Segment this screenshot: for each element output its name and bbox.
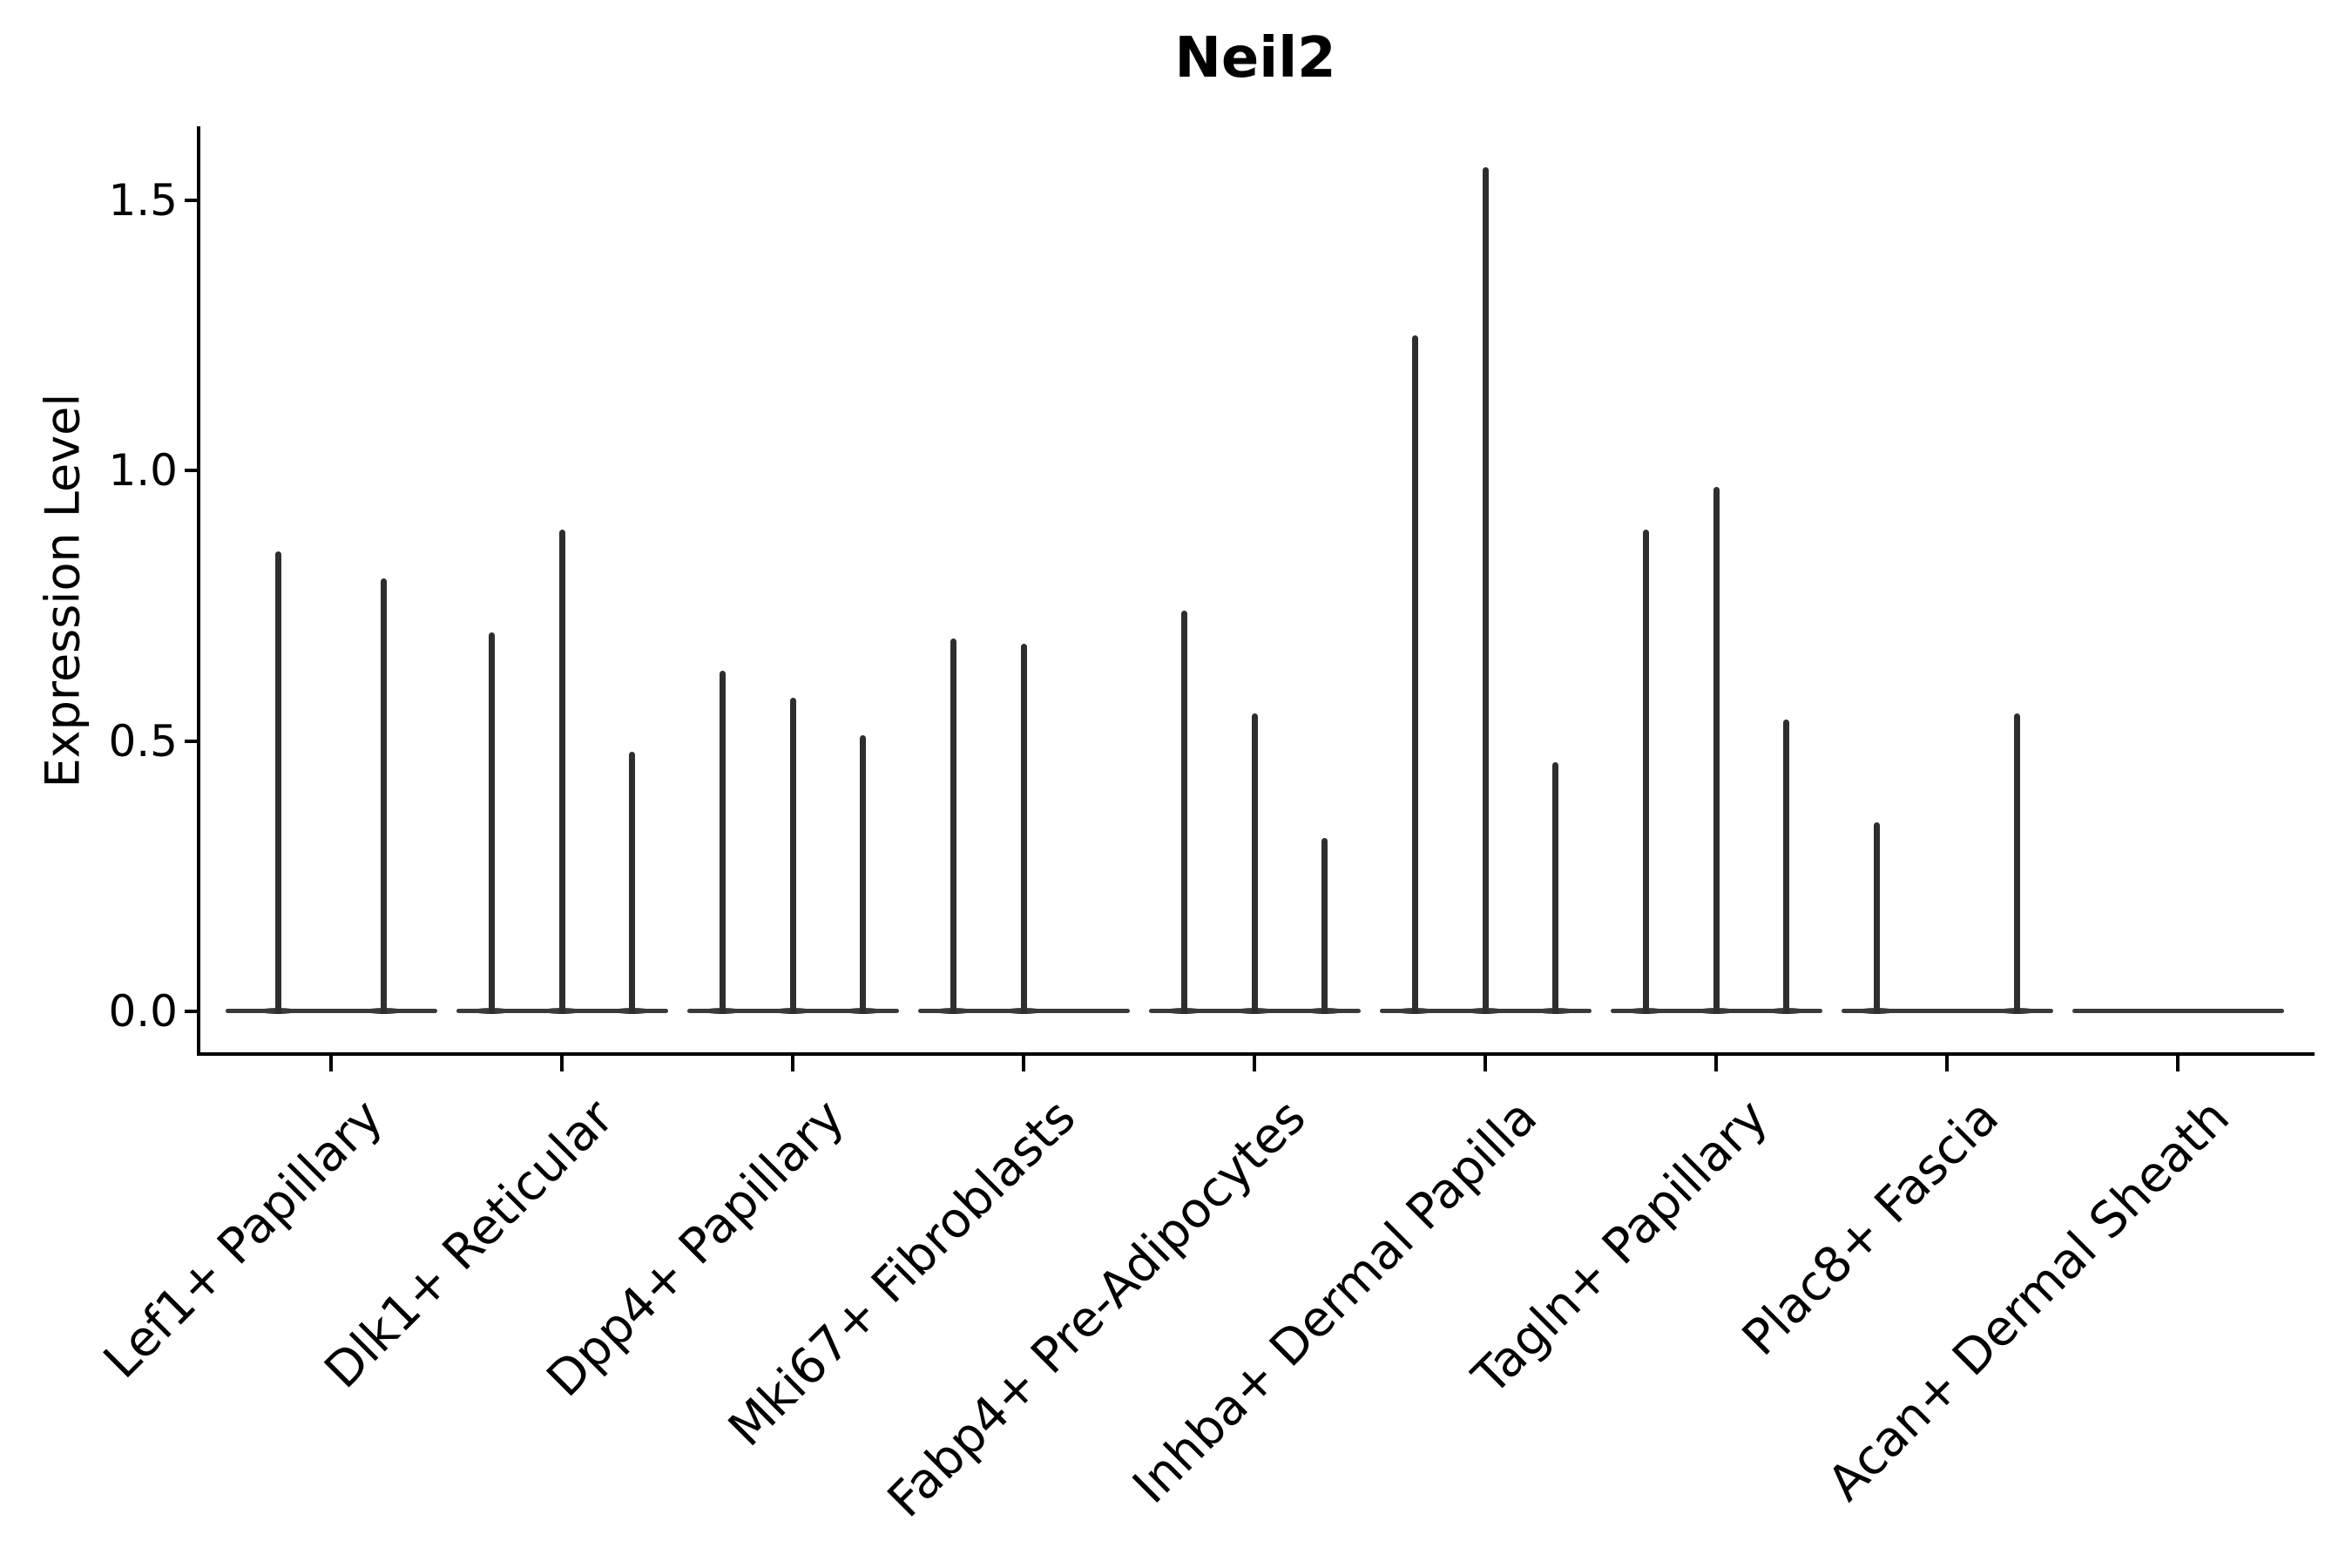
violin-baseline <box>2072 1009 2284 1013</box>
violin-spike <box>381 578 388 1014</box>
x-tick <box>560 1056 564 1071</box>
y-tick-label: 0.5 <box>108 715 178 767</box>
violin-spike <box>1321 838 1328 1014</box>
violin-spike <box>1552 762 1559 1014</box>
y-tick <box>185 739 199 743</box>
violin-spike <box>950 638 956 1014</box>
x-tick <box>1714 1056 1718 1071</box>
x-tick <box>1484 1056 1487 1071</box>
y-tick <box>185 198 199 202</box>
violin-spike <box>2014 713 2021 1014</box>
x-tick <box>1022 1056 1025 1071</box>
violin-spike <box>860 735 867 1014</box>
x-axis-spine <box>197 1052 2315 1056</box>
x-tick-label: Inhba+ Dermal Papilla <box>1122 1089 1548 1515</box>
x-tick <box>1945 1056 1949 1071</box>
x-tick-label: Fabp4+ Pre-Adipocytes <box>877 1089 1317 1529</box>
x-tick <box>1253 1056 1256 1071</box>
violin-spike <box>629 751 636 1014</box>
y-tick <box>185 1010 199 1013</box>
y-axis-spine <box>197 126 200 1056</box>
violin-spike <box>1783 719 1790 1014</box>
violin-spike <box>789 697 796 1014</box>
violin-spike <box>1642 530 1649 1014</box>
x-tick-label: Acan+ Dermal Sheath <box>1817 1089 2240 1512</box>
x-tick <box>791 1056 794 1071</box>
x-tick <box>2176 1056 2180 1071</box>
y-tick-label: 0.0 <box>108 986 178 1037</box>
violin-spike <box>1873 821 1880 1014</box>
violin-spike <box>1482 167 1489 1014</box>
violin-baseline <box>225 1009 437 1013</box>
violin-spike <box>558 530 565 1014</box>
y-tick <box>185 469 199 472</box>
violin-spike <box>1251 713 1258 1014</box>
violin-baseline <box>1841 1009 2053 1013</box>
violin-spike <box>719 670 726 1014</box>
violin-spike <box>1411 335 1418 1014</box>
violin-spike <box>488 632 495 1014</box>
y-tick-label: 1.5 <box>108 174 178 226</box>
x-tick <box>329 1056 333 1071</box>
violin-spike <box>1180 611 1187 1014</box>
y-tick-label: 1.0 <box>108 445 178 496</box>
violin-spike <box>1020 643 1027 1014</box>
violin-spike <box>1713 486 1720 1014</box>
violin-spike <box>274 551 281 1014</box>
chart-title: Neil2 <box>1174 26 1336 91</box>
